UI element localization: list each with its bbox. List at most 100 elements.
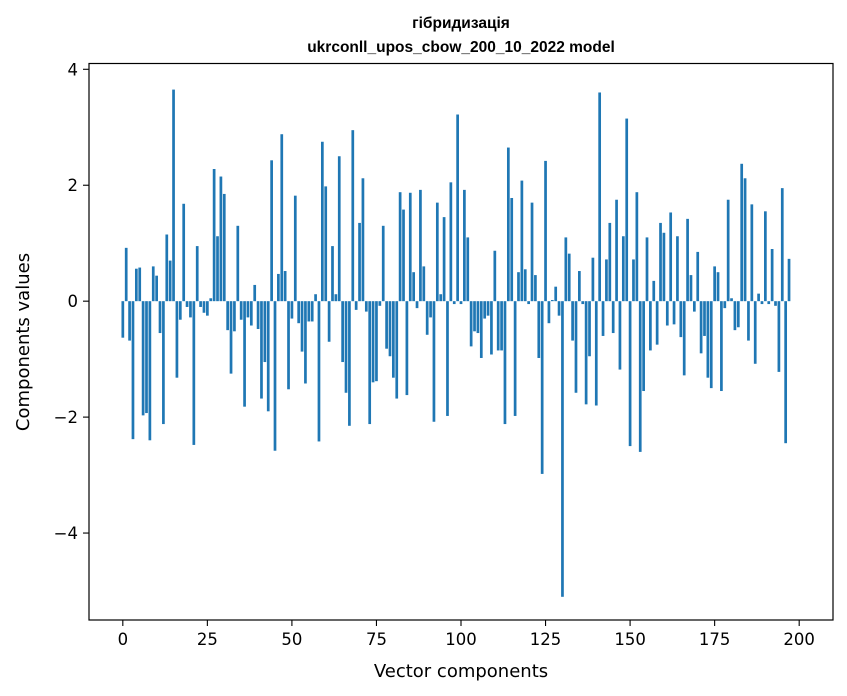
x-tick-label: 125 [530, 630, 562, 649]
bar [273, 301, 277, 451]
bar [195, 246, 199, 302]
bar [747, 301, 750, 341]
bar [307, 301, 311, 322]
bar [233, 301, 236, 332]
bar [452, 301, 456, 305]
bar [121, 301, 125, 338]
bar [760, 301, 764, 305]
bar [540, 301, 544, 474]
bar [222, 193, 226, 302]
bar [185, 301, 189, 307]
bar [138, 267, 142, 302]
bar [645, 237, 649, 302]
bar [730, 298, 733, 302]
bar [432, 301, 436, 422]
bar [212, 169, 216, 302]
bar [665, 301, 669, 326]
bar [348, 301, 351, 426]
bar [134, 268, 138, 302]
bar [571, 301, 574, 341]
bar [337, 156, 341, 302]
bar [439, 294, 443, 302]
bar [419, 189, 422, 302]
bar [537, 301, 541, 358]
bar [696, 251, 700, 302]
plot-frame [88, 62, 834, 621]
bar [764, 211, 767, 302]
x-tick-label: 175 [699, 630, 731, 649]
bar [283, 271, 287, 302]
bar [422, 266, 426, 302]
chart-subtitle: ukrconll_upos_cbow_200_10_2022 model [307, 39, 615, 56]
x-tick-label: 25 [197, 630, 218, 649]
y-axis-label: Components values [13, 253, 34, 431]
bar [723, 301, 727, 309]
bar [716, 272, 720, 302]
bar [172, 89, 175, 302]
bars-group [121, 89, 791, 597]
bar [425, 301, 429, 335]
bar [206, 301, 209, 316]
bar [567, 253, 571, 302]
bar [669, 212, 673, 302]
bar [260, 301, 263, 399]
bar [145, 301, 148, 414]
bar [209, 298, 213, 302]
y-tick-label: 2 [68, 176, 79, 195]
bar [327, 301, 331, 342]
bar [141, 301, 145, 416]
bar [361, 178, 365, 302]
bar [162, 301, 165, 425]
bar [435, 202, 439, 302]
bar [182, 203, 186, 302]
x-tick-label: 50 [281, 630, 302, 649]
bar [703, 301, 706, 336]
bar [456, 114, 459, 302]
bar [442, 217, 446, 302]
bar [517, 272, 520, 302]
bar [713, 266, 716, 302]
bar [192, 301, 196, 445]
x-tick-label: 100 [445, 630, 477, 649]
bar [780, 188, 784, 302]
bar [638, 301, 642, 452]
bar [297, 301, 301, 324]
bar [591, 257, 595, 302]
bar [736, 301, 740, 328]
bar [743, 178, 747, 302]
bar [314, 294, 317, 302]
bar [266, 301, 270, 412]
bar [165, 234, 169, 302]
bar [787, 258, 791, 302]
bar [770, 249, 774, 302]
bar [767, 301, 771, 305]
bar [219, 176, 223, 302]
bar [364, 301, 368, 312]
bar [520, 180, 524, 302]
bar [253, 284, 257, 302]
bar [534, 275, 537, 302]
bar [249, 301, 253, 326]
bar [128, 301, 131, 341]
bar [615, 199, 618, 302]
bar [351, 130, 355, 302]
bar [720, 301, 723, 392]
bar [473, 301, 476, 332]
bar [594, 301, 598, 406]
bar [317, 301, 321, 442]
bar [344, 301, 348, 393]
bar [503, 301, 507, 425]
bar [466, 237, 470, 302]
bar [733, 301, 737, 331]
bar [385, 301, 388, 349]
bar [581, 301, 585, 305]
bar [598, 92, 602, 302]
bar [229, 301, 233, 374]
chart-title: гібридизація [412, 15, 510, 32]
bar [388, 301, 392, 357]
y-tick-label: −2 [54, 408, 78, 427]
bar [655, 301, 659, 345]
bar [584, 301, 588, 405]
bar [398, 192, 402, 302]
bar [331, 246, 334, 302]
